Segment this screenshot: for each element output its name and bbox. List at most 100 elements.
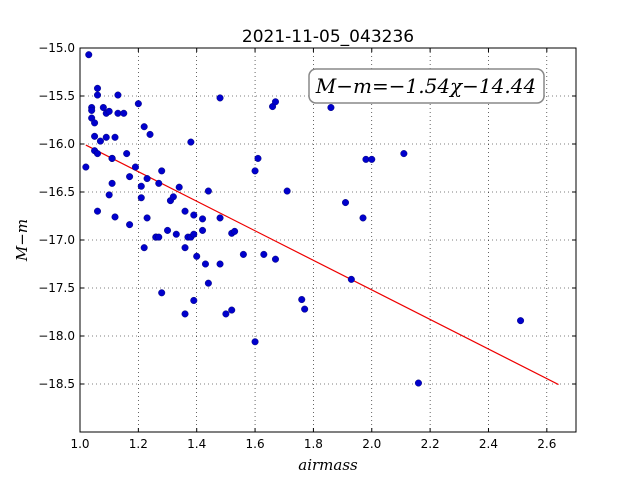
data-point <box>251 338 259 346</box>
data-point <box>108 154 116 162</box>
chart-title: 2021-11-05_043236 <box>242 27 414 47</box>
x-tick-label: 1.6 <box>246 437 265 451</box>
data-point <box>199 215 207 223</box>
data-point <box>201 260 209 268</box>
data-point <box>108 179 116 187</box>
data-point <box>251 167 259 175</box>
data-point <box>298 296 306 304</box>
fit-annotation-box: M−m=−1.54χ−14.44 <box>308 68 545 104</box>
data-point <box>283 187 291 195</box>
y-tick-label: −17.0 <box>38 233 75 247</box>
data-point <box>111 213 119 221</box>
x-tick-label: 1.2 <box>129 437 148 451</box>
data-point <box>190 230 198 238</box>
y-tick-label: −16.0 <box>38 137 75 151</box>
data-point <box>134 100 142 108</box>
y-tick-label: −15.0 <box>38 41 75 55</box>
data-point <box>181 310 189 318</box>
data-point <box>239 250 247 258</box>
y-tick-label: −15.5 <box>38 89 75 103</box>
data-point <box>199 226 207 234</box>
data-point <box>187 138 195 146</box>
data-point <box>181 244 189 252</box>
data-point <box>155 179 163 187</box>
fit-equation: M−m=−1.54χ−14.44 <box>315 74 536 98</box>
data-point <box>120 109 128 117</box>
data-point <box>301 305 309 313</box>
data-point <box>368 155 376 163</box>
x-tick-label: 2.2 <box>421 437 440 451</box>
data-point <box>94 91 102 99</box>
data-point <box>271 98 279 106</box>
data-point <box>155 233 163 241</box>
data-point <box>181 207 189 215</box>
data-point <box>88 106 96 114</box>
data-point <box>123 150 131 158</box>
y-tick-label: −17.5 <box>38 281 75 295</box>
y-tick-label: −16.5 <box>38 185 75 199</box>
data-point <box>91 119 99 127</box>
data-point <box>111 133 119 141</box>
data-point <box>126 173 134 181</box>
y-tick-label: −18.5 <box>38 377 75 391</box>
axis-ticks <box>79 47 576 432</box>
data-point <box>228 306 236 314</box>
data-point <box>172 230 180 238</box>
data-point <box>254 154 262 162</box>
data-point <box>190 296 198 304</box>
annotation-frame <box>308 68 545 104</box>
data-point <box>204 279 212 287</box>
y-tick-label: −18.0 <box>38 329 75 343</box>
data-point <box>260 250 268 258</box>
fit-line <box>85 144 559 386</box>
data-point <box>96 137 104 145</box>
x-tick-label: 2.6 <box>537 437 556 451</box>
data-point <box>216 214 224 222</box>
data-point <box>82 163 90 171</box>
data-point <box>216 94 224 102</box>
data-point <box>216 260 224 268</box>
x-tick-label: 1.8 <box>304 437 323 451</box>
data-point <box>175 183 183 191</box>
data-point <box>143 214 151 222</box>
data-point <box>94 84 102 92</box>
data-point <box>362 155 370 163</box>
data-point <box>126 221 134 229</box>
data-point <box>94 150 102 158</box>
data-point <box>114 91 122 99</box>
x-tick-label: 1.4 <box>187 437 206 451</box>
data-point <box>190 211 198 219</box>
data-point <box>231 227 239 235</box>
data-point <box>414 379 422 387</box>
data-point <box>91 132 99 140</box>
data-point <box>137 194 145 202</box>
data-point <box>143 175 151 183</box>
data-point <box>271 255 279 263</box>
x-tick-label: 2.0 <box>362 437 381 451</box>
data-points <box>82 51 525 387</box>
data-point <box>140 123 148 131</box>
y-axis-label: M−m <box>13 219 31 262</box>
data-point <box>517 317 525 325</box>
data-point <box>164 226 172 234</box>
data-point <box>158 167 166 175</box>
data-point <box>85 51 93 59</box>
data-point <box>105 191 113 199</box>
data-point <box>131 163 139 171</box>
data-point <box>400 150 408 158</box>
data-point <box>146 130 154 138</box>
fit-layer <box>85 144 559 386</box>
data-point <box>102 133 110 141</box>
data-point <box>193 252 201 260</box>
data-point <box>342 199 350 207</box>
data-point <box>137 182 145 190</box>
data-point <box>105 107 113 115</box>
x-tick-label: 2.4 <box>479 437 498 451</box>
data-point <box>222 310 230 318</box>
data-point <box>347 275 355 283</box>
data-point <box>140 244 148 252</box>
data-point <box>327 104 335 112</box>
data-point <box>114 109 122 117</box>
data-point <box>169 193 177 201</box>
